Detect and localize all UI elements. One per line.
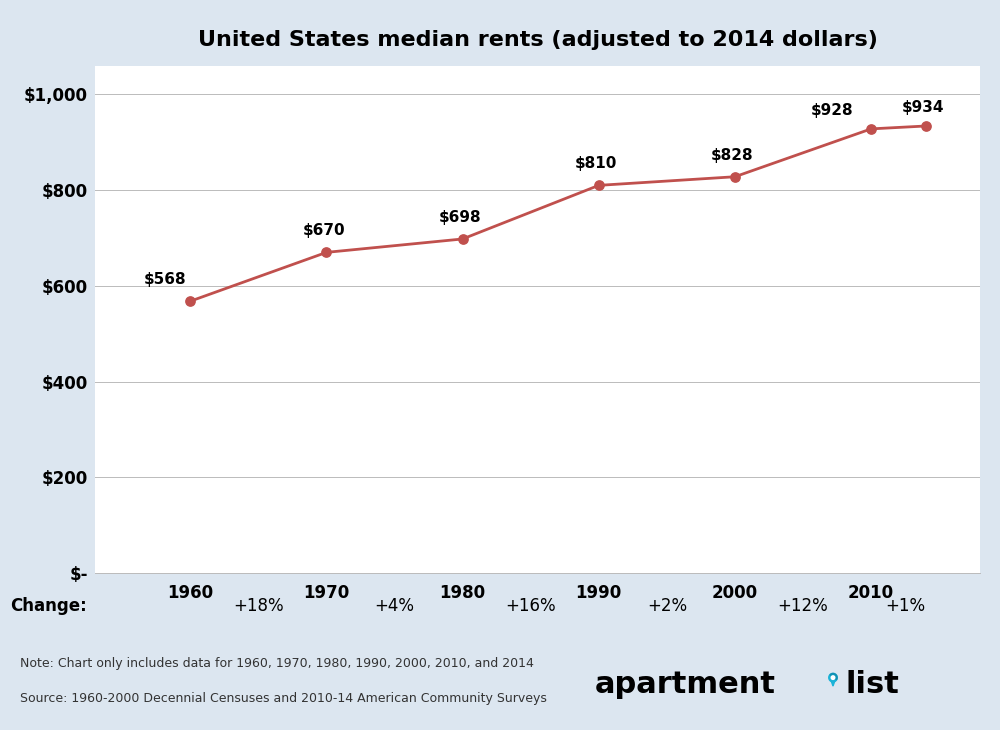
Point bbox=[182, 296, 198, 307]
Text: +16%: +16% bbox=[505, 596, 556, 615]
Text: $568: $568 bbox=[144, 272, 187, 288]
Text: $828: $828 bbox=[711, 148, 753, 163]
Title: United States median rents (adjusted to 2014 dollars): United States median rents (adjusted to … bbox=[198, 30, 877, 50]
Polygon shape bbox=[830, 679, 836, 686]
Text: $810: $810 bbox=[575, 156, 617, 172]
Point bbox=[727, 171, 743, 182]
Text: Source: 1960-2000 Decennial Censuses and 2010-14 American Community Surveys: Source: 1960-2000 Decennial Censuses and… bbox=[20, 692, 547, 704]
Point bbox=[591, 180, 607, 191]
Text: Change:: Change: bbox=[10, 596, 87, 615]
Text: $670: $670 bbox=[302, 223, 345, 239]
Text: apartment: apartment bbox=[595, 670, 776, 699]
Point bbox=[318, 247, 334, 258]
Text: +4%: +4% bbox=[375, 596, 415, 615]
Text: Note: Chart only includes data for 1960, 1970, 1980, 1990, 2000, 2010, and 2014: Note: Chart only includes data for 1960,… bbox=[20, 658, 534, 670]
Text: $698: $698 bbox=[439, 210, 481, 225]
Text: $928: $928 bbox=[811, 103, 854, 118]
Text: $934: $934 bbox=[902, 100, 944, 115]
Point bbox=[455, 233, 471, 245]
Polygon shape bbox=[830, 673, 837, 680]
Point bbox=[918, 120, 934, 132]
Point bbox=[863, 123, 879, 135]
Text: +2%: +2% bbox=[647, 596, 687, 615]
Text: +18%: +18% bbox=[233, 596, 284, 615]
Text: +1%: +1% bbox=[885, 596, 925, 615]
Text: +12%: +12% bbox=[778, 596, 828, 615]
Polygon shape bbox=[831, 676, 835, 680]
Text: list: list bbox=[845, 670, 899, 699]
Polygon shape bbox=[829, 673, 837, 682]
